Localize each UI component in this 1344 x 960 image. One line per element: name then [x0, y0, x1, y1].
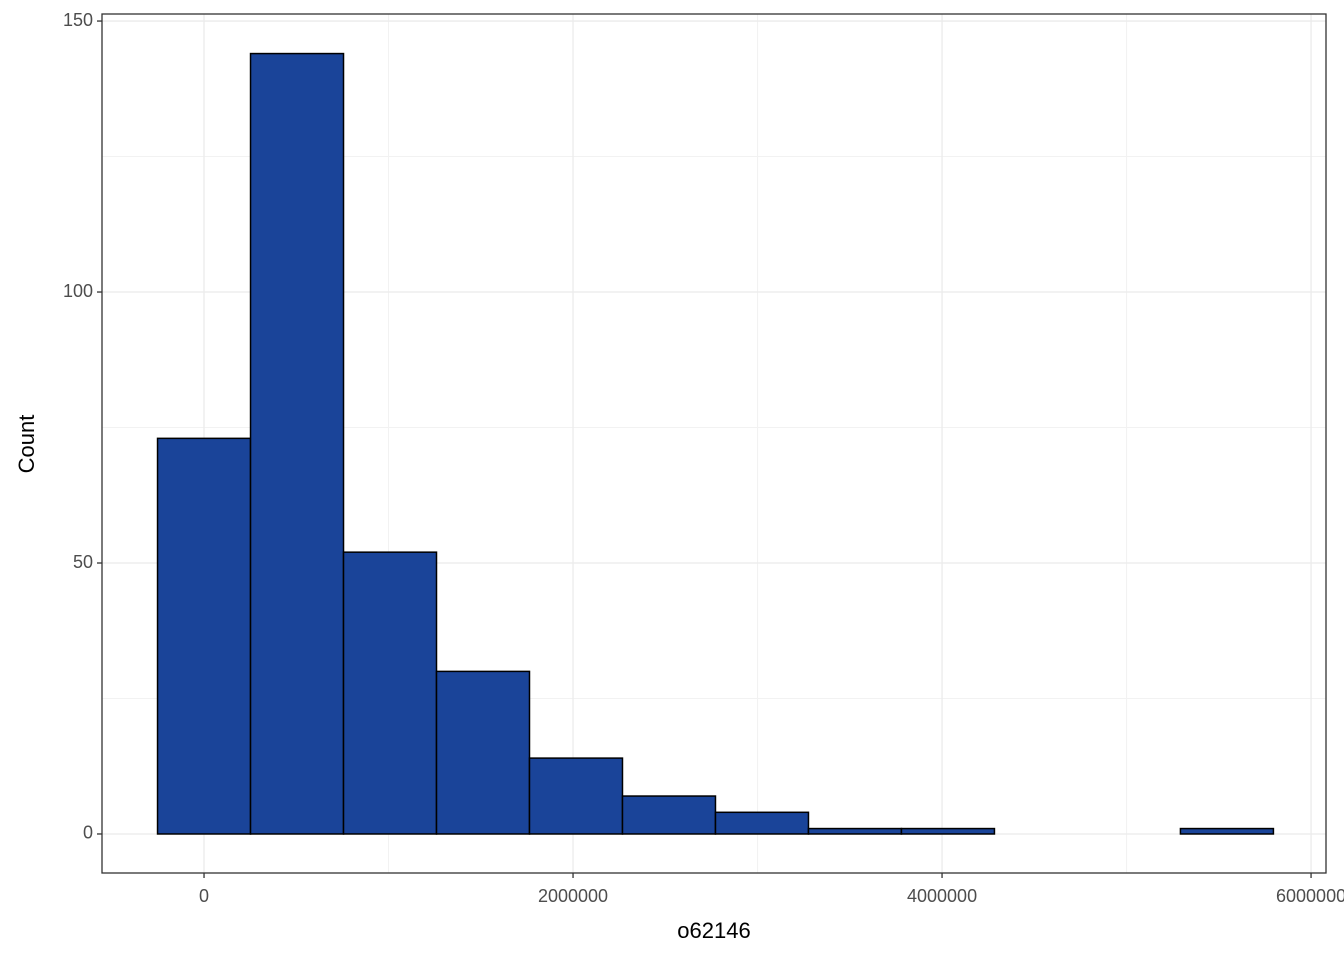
y-tick-label: 150 — [63, 10, 93, 30]
bar — [900, 827, 996, 835]
bar — [621, 795, 717, 835]
x-tick-label: 2000000 — [538, 886, 608, 906]
x-tick-label: 0 — [199, 886, 209, 906]
panel-border — [101, 13, 1327, 874]
bar — [435, 670, 531, 835]
y-axis-title: Count — [14, 415, 39, 474]
bar — [528, 757, 624, 835]
bar — [156, 437, 252, 835]
y-tick-label: 50 — [73, 552, 93, 572]
bar — [1179, 827, 1275, 835]
x-axis-title: o62146 — [677, 918, 750, 943]
y-tick-label: 100 — [63, 281, 93, 301]
bar — [342, 551, 438, 835]
x-tick-label: 4000000 — [907, 886, 977, 906]
bar — [249, 52, 345, 835]
x-tick-label: 6000000 — [1276, 886, 1344, 906]
bar — [807, 827, 903, 835]
bar — [714, 811, 810, 835]
y-tick-label: 0 — [83, 823, 93, 843]
